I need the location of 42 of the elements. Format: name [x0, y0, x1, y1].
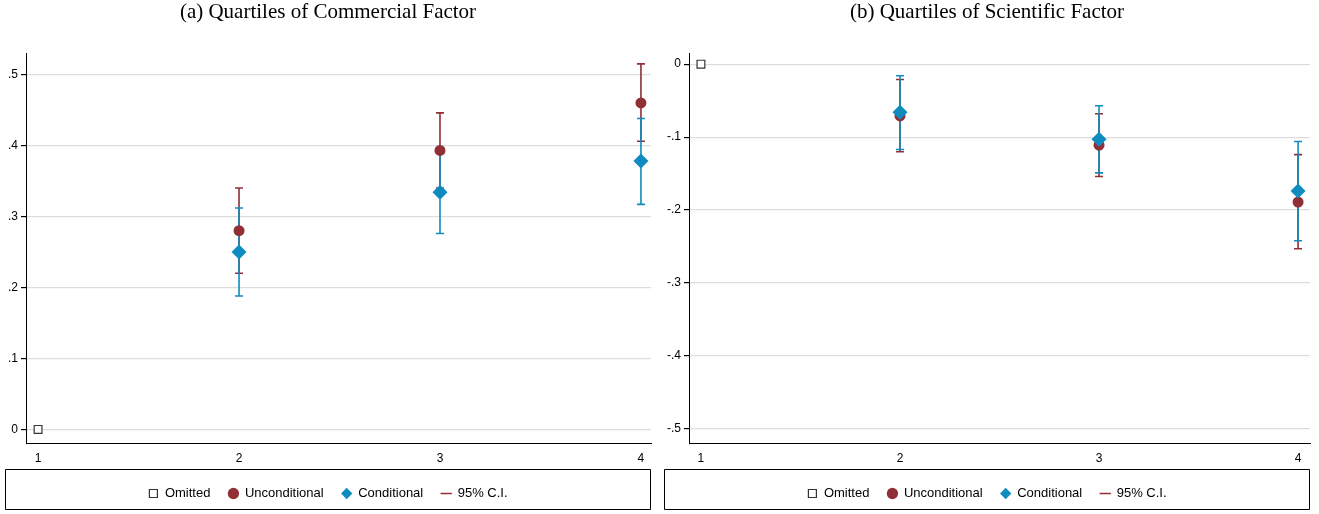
x-tick-label: 4 [1294, 451, 1302, 466]
x-tick-label: 4 [637, 451, 645, 466]
legend-label: Conditional [358, 485, 424, 501]
y-tick-label: .4 [7, 137, 19, 152]
legend-label: Unconditional [244, 485, 324, 501]
point [233, 225, 245, 237]
point [434, 144, 446, 156]
point [1091, 131, 1107, 147]
y-tick-label: -.1 [666, 129, 682, 144]
point [1290, 183, 1306, 199]
y-tick-label: .1 [7, 350, 19, 365]
x-tick-label: 1 [34, 451, 42, 466]
point [33, 424, 43, 434]
chart-title: (a) Quartiles of Commercial Factor [179, 0, 477, 24]
y-tick-label: .2 [7, 279, 19, 294]
point [432, 184, 448, 200]
point [633, 153, 649, 169]
x-tick-label: 2 [235, 451, 243, 466]
x-tick-label: 2 [896, 451, 904, 466]
y-tick-label: 0 [674, 56, 682, 71]
text: 95% C.I. [457, 485, 508, 501]
y-tick-label: -.2 [666, 202, 682, 217]
legend-label: Unconditional [903, 485, 983, 501]
y-tick-label: 0 [11, 421, 19, 436]
point [696, 59, 706, 69]
legend-label: Omitted [164, 485, 211, 501]
legend-label: Omitted [823, 485, 870, 501]
point [231, 244, 247, 260]
point [635, 97, 647, 109]
x-tick-label: 1 [697, 451, 705, 466]
y-tick-label: .5 [7, 66, 19, 81]
x-tick-label: 3 [1095, 451, 1103, 466]
y-tick-label: -.3 [666, 275, 682, 290]
legend-label: Conditional [1017, 485, 1083, 501]
point [892, 104, 908, 120]
text: 95% C.I. [1116, 485, 1167, 501]
y-tick-label: -.4 [666, 348, 682, 363]
y-tick-label: .3 [7, 208, 19, 223]
point [1292, 196, 1304, 208]
y-tick-label: -.5 [666, 421, 682, 436]
chart-title: (b) Quartiles of Scientific Factor [849, 0, 1125, 24]
x-tick-label: 3 [436, 451, 444, 466]
